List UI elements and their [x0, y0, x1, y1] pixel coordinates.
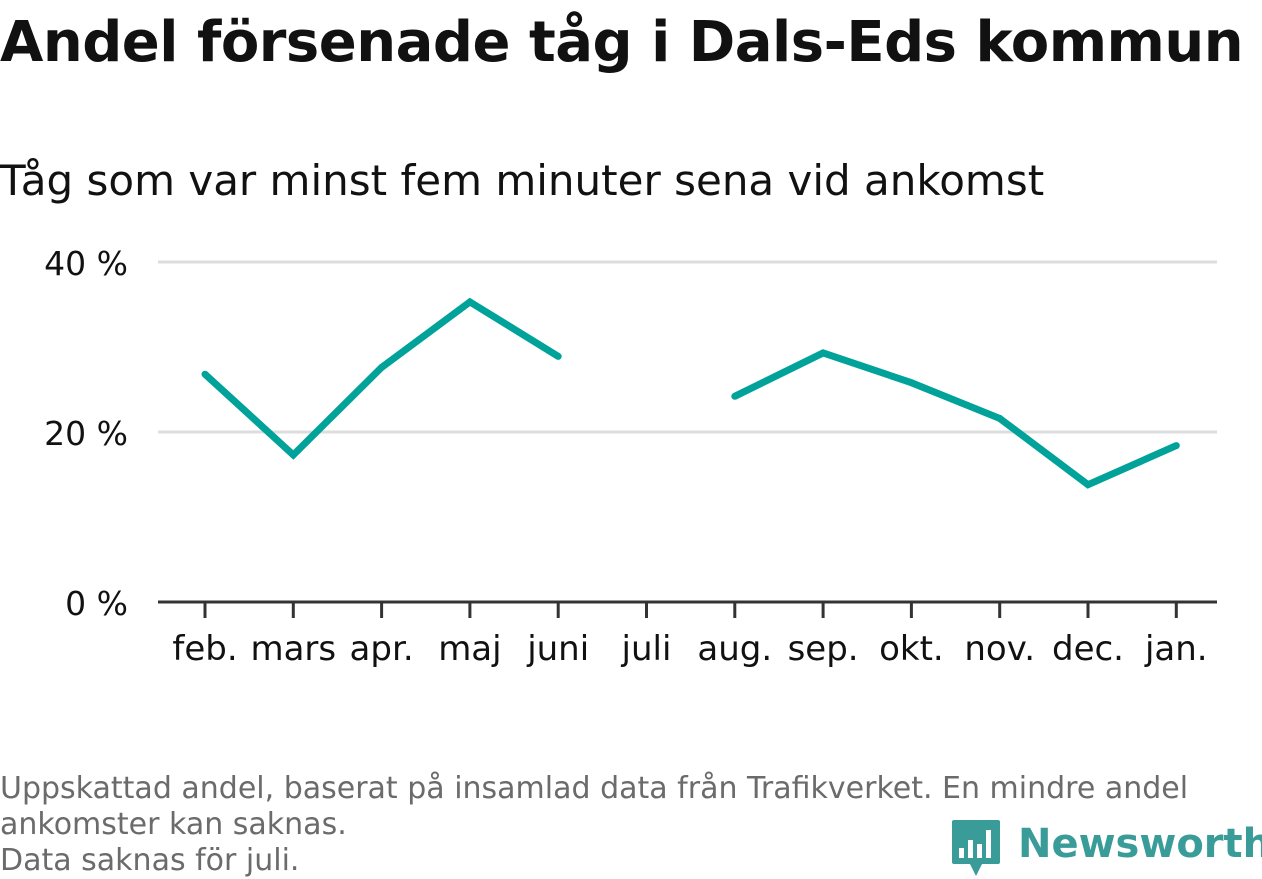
footnote-line-1: Uppskattad andel, baserat på insamlad da… [0, 771, 1189, 806]
y-tick-label-20: 20 % [44, 414, 128, 453]
data-point-maj [466, 298, 474, 306]
newsworthy-brand-name: Newsworthy [1018, 821, 1262, 867]
x-tick-label-0: feb. [172, 629, 237, 669]
series-lines [201, 297, 1180, 489]
data-point-aug. [731, 392, 739, 400]
x-tick-label-9: nov. [964, 629, 1035, 669]
x-tick-label-6: aug. [697, 629, 772, 669]
footnote-line-2: ankomster kan saknas. [0, 807, 347, 842]
chart-subtitle: Tåg som var minst fem minuter sena vid a… [0, 156, 1045, 205]
data-point-okt. [907, 379, 915, 387]
y-tick-label-40: 40 % [44, 244, 128, 283]
data-point-apr. [378, 363, 386, 371]
newsworthy-logo: Newsworthy [950, 818, 1262, 879]
x-tick-label-5: juli [621, 629, 672, 669]
x-tick-label-3: maj [438, 629, 501, 669]
x-tick-label-11: jan. [1144, 629, 1208, 669]
gridlines [158, 260, 1217, 434]
data-point-sep. [819, 349, 827, 357]
x-axis: feb. mars apr. maj juni juli aug. sep. okt. nov. d… [158, 600, 1217, 669]
data-point-feb. [201, 370, 209, 378]
data-point-jan. [1172, 442, 1180, 450]
data-point-dec. [1084, 481, 1092, 489]
chart-title: Andel försenade tåg i Dals-Eds kommun [0, 10, 1244, 75]
newsworthy-chart-icon [952, 820, 1000, 876]
x-tick-label-10: dec. [1052, 629, 1124, 669]
x-tick-label-4: juni [526, 629, 589, 669]
chart-footnote: Uppskattad andel, baserat på insamlad da… [0, 771, 1255, 879]
y-axis-ticks: 0 % 20 % 40 % [44, 244, 128, 623]
x-tick-label-1: mars [250, 629, 336, 669]
data-point-mars [289, 451, 297, 459]
footnote-line-3: Data saknas för juli. [0, 843, 300, 878]
data-point-juni [554, 352, 562, 360]
data-point-nov. [996, 414, 1004, 422]
series-0-line-segment-1 [733, 349, 1178, 489]
y-tick-label-0: 0 % [65, 584, 128, 623]
x-tick-label-8: okt. [879, 629, 944, 669]
x-tick-label-2: apr. [350, 629, 414, 669]
x-tick-label-7: sep. [788, 629, 859, 669]
